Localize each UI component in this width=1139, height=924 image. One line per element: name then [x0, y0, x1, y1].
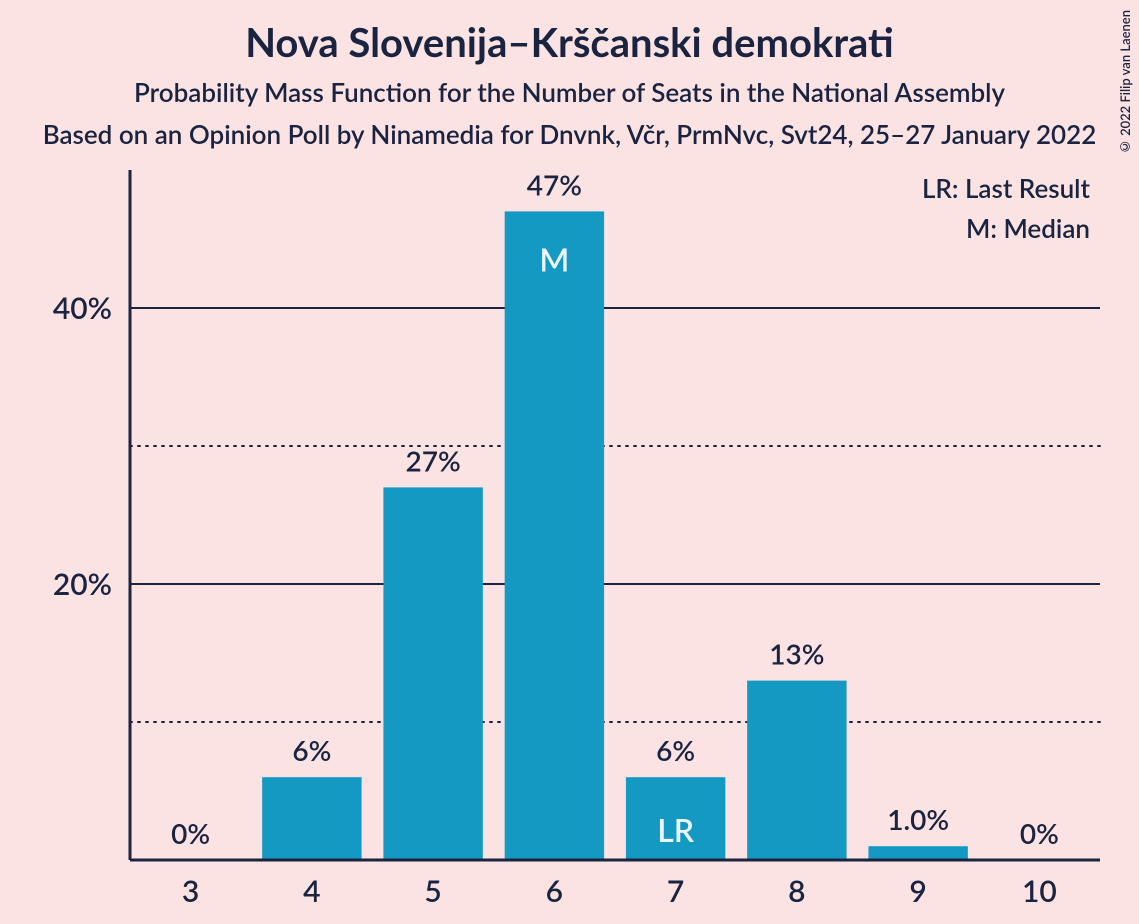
legend-lr: LR: Last Result: [922, 172, 1091, 204]
chart-subtitle: Probability Mass Function for the Number…: [0, 66, 1139, 108]
bar-value-label: 0%: [171, 816, 210, 850]
xtick-label: 7: [667, 873, 684, 909]
bar: [747, 681, 846, 860]
xtick-label: 5: [424, 873, 441, 909]
xtick-label: 4: [303, 873, 320, 909]
bar: [383, 487, 482, 860]
xtick-label: 8: [788, 873, 805, 909]
bar: [868, 846, 967, 860]
bar-value-label: 1.0%: [887, 802, 949, 836]
chart-area: 20% 40% 0% 3 6% 4 27% 5 47% 6 6% 7 13% 8 1.0% 9 0% 10 M LR L…: [0, 150, 1139, 924]
xtick-label: 9: [909, 873, 926, 909]
bar: [505, 211, 604, 860]
bar-value-label: 47%: [527, 167, 582, 201]
ytick-label: 40%: [53, 290, 112, 326]
bar-value-label: 0%: [1020, 816, 1059, 850]
bar-value-label: 6%: [656, 733, 695, 767]
xtick-label: 3: [182, 873, 199, 909]
bar-marker: M: [539, 239, 569, 278]
bar-marker: LR: [657, 810, 695, 849]
chart-title: Nova Slovenija–Krščanski demokrati: [0, 0, 1139, 66]
chart-source: Based on an Opinion Poll by Ninamedia fo…: [0, 108, 1139, 150]
xtick-label: 10: [1022, 873, 1057, 909]
bar-value-label: 27%: [406, 443, 461, 477]
bar-value-label: 6%: [292, 733, 331, 767]
xtick-label: 6: [546, 873, 563, 909]
ytick-label: 20%: [53, 566, 112, 602]
bar: [262, 777, 361, 860]
bar-value-label: 13%: [769, 637, 824, 671]
copyright-notice: © 2022 Filip van Laenen: [1117, 10, 1133, 155]
legend-m: M: Median: [966, 212, 1090, 244]
chart-svg: 20% 40% 0% 3 6% 4 27% 5 47% 6 6% 7 13% 8 1.0% 9 0% 10 M LR L…: [0, 150, 1139, 924]
